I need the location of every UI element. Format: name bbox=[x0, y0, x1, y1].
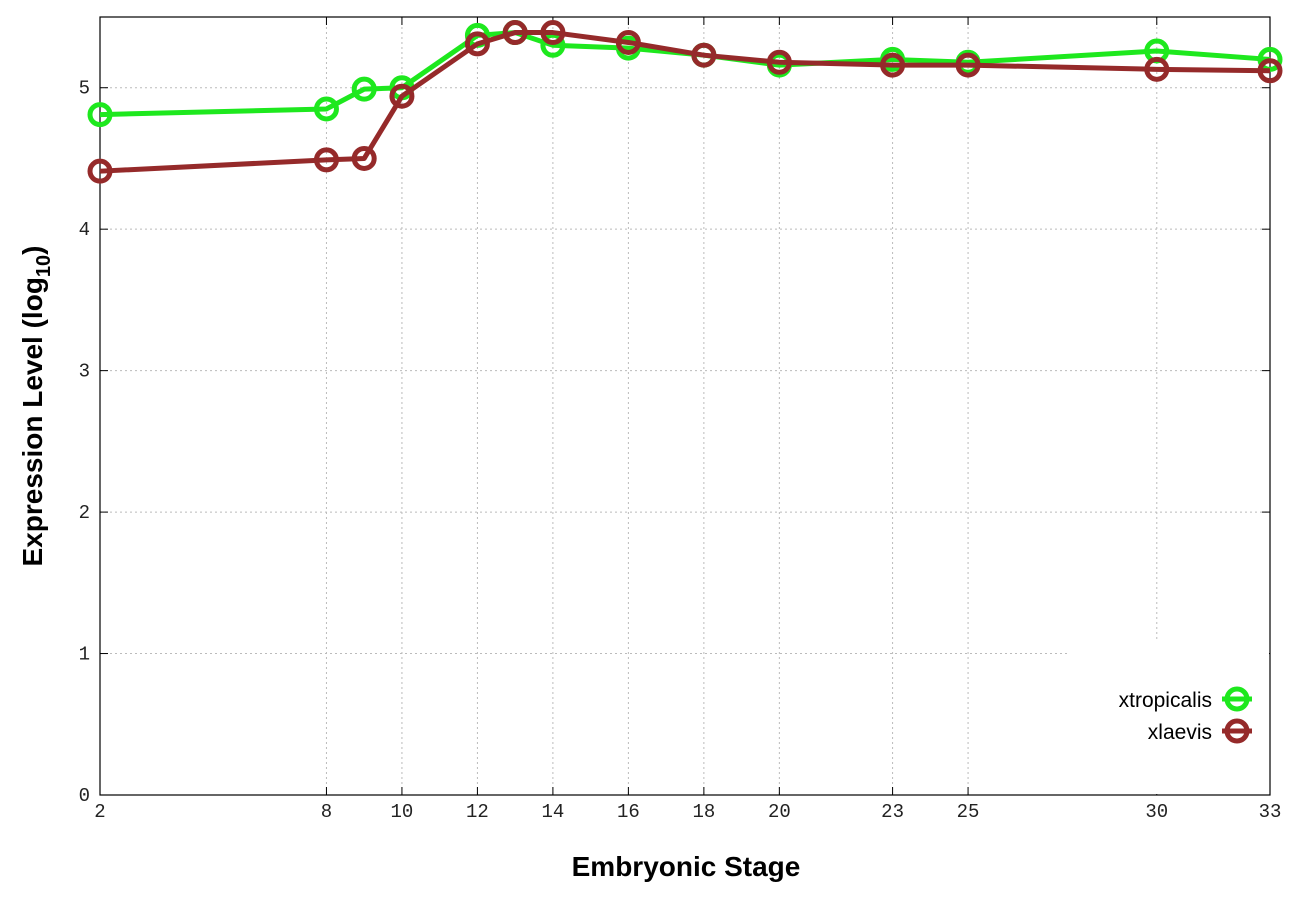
data-point bbox=[313, 147, 339, 173]
y-axis-label-main: Expression Level (log bbox=[17, 277, 48, 566]
x-tick-label: 20 bbox=[768, 801, 791, 823]
y-tick-label: 4 bbox=[79, 219, 90, 241]
y-tick-label: 0 bbox=[79, 785, 90, 807]
legend-label: xtropicalis bbox=[1119, 689, 1212, 712]
data-point bbox=[691, 42, 717, 68]
data-point bbox=[766, 49, 792, 75]
legend-background bbox=[1070, 640, 1269, 794]
data-point bbox=[502, 20, 528, 46]
y-tick-label: 2 bbox=[79, 502, 90, 524]
data-point bbox=[1144, 56, 1170, 82]
y-tick-label: 3 bbox=[79, 361, 90, 383]
data-point bbox=[389, 83, 415, 109]
data-point bbox=[87, 158, 113, 184]
x-tick-label: 2 bbox=[94, 801, 105, 823]
y-tick-label: 1 bbox=[79, 644, 90, 666]
data-point bbox=[540, 20, 566, 46]
legend-marker bbox=[1224, 718, 1250, 744]
y-tick-label: 5 bbox=[79, 78, 90, 100]
x-tick-label: 18 bbox=[692, 801, 715, 823]
data-point bbox=[87, 102, 113, 128]
series-line bbox=[99, 30, 1271, 118]
data-point bbox=[955, 52, 981, 78]
y-axis-label-sub: 10 bbox=[33, 255, 55, 277]
data-point bbox=[351, 145, 377, 171]
x-tick-label: 12 bbox=[466, 801, 489, 823]
x-axis-label: Embryonic Stage bbox=[572, 851, 801, 882]
x-tick-label: 14 bbox=[541, 801, 564, 823]
x-tick-label: 23 bbox=[881, 801, 904, 823]
data-point bbox=[313, 96, 339, 122]
x-tick-label: 16 bbox=[617, 801, 640, 823]
data-point bbox=[351, 76, 377, 102]
data-point bbox=[880, 52, 906, 78]
data-point bbox=[1257, 58, 1283, 84]
data-point bbox=[464, 31, 490, 57]
legend-marker bbox=[1224, 686, 1250, 712]
x-tick-label: 30 bbox=[1145, 801, 1168, 823]
plot-frame bbox=[99, 16, 1271, 796]
x-tick-label: 10 bbox=[391, 801, 414, 823]
x-tick-label: 25 bbox=[957, 801, 980, 823]
data-point bbox=[540, 32, 566, 58]
x-tick-label: 8 bbox=[321, 801, 332, 823]
y-axis-label: Expression Level (log10) bbox=[17, 246, 55, 567]
data-point bbox=[615, 29, 641, 55]
x-tick-label: 33 bbox=[1259, 801, 1282, 823]
legend-label: xlaevis bbox=[1148, 721, 1212, 744]
y-axis-label-end: ) bbox=[17, 246, 48, 255]
